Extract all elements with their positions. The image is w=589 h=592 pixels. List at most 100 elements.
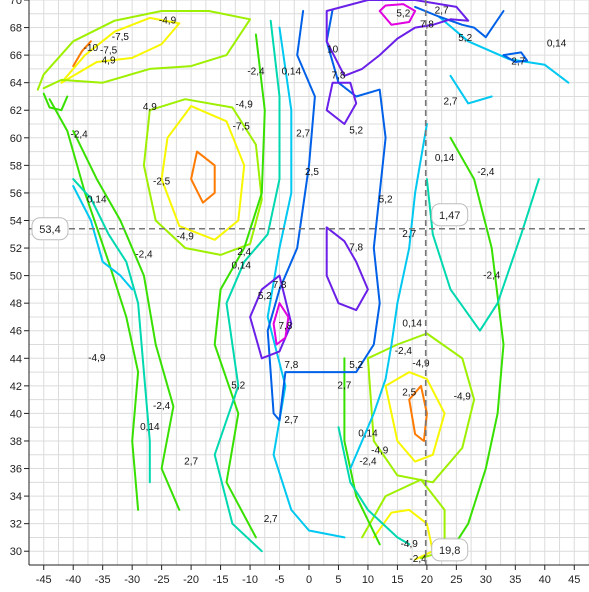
contour-line--2,4 [48,98,140,511]
y-tick-label: 60 [10,133,22,145]
contour-label: -4,9 [371,445,389,456]
x-tick-label: -45 [36,574,52,586]
contour-label: 0,14 [87,194,107,205]
x-tick-label: -35 [95,574,111,586]
contour-line-7,8 [325,0,470,77]
contour-label: 2,7 [184,456,198,467]
contour-label: -2,4 [153,401,171,412]
contour-line-0,14 [425,178,540,332]
contour-label: 0,14 [282,66,302,77]
contour-label: -7,5 [100,46,118,57]
contour-line--4,9 [36,10,252,91]
x-tick-label: -15 [213,574,229,586]
contour-line--7,5 [160,105,246,241]
contour-line--4,9 [142,98,263,256]
contour-label: -2,4 [483,270,501,281]
contour-label: 5,2 [458,33,472,44]
y-tick-label: 34 [10,491,22,503]
y-tick-label: 42 [10,381,22,393]
contour-label: 7,8 [278,321,292,332]
contour-line--10 [408,384,428,442]
y-tick-label: 40 [10,408,22,420]
y-tick-label: 70 [10,0,22,7]
contour-label: 10 [327,44,339,55]
contour-label: 0,14 [547,39,567,50]
contour-label: 7,8 [420,19,434,30]
x-tick-label: -40 [65,574,81,586]
contour-line-0,14 [72,178,151,484]
contour-line-5,2 [414,5,505,39]
contour-line-2,7 [349,123,428,470]
contour-line-2,7 [449,74,493,105]
y-tick-label: 64 [10,78,22,90]
contour-lines [36,0,570,561]
contour-label: 5,2 [379,194,393,205]
y-tick-label: 62 [10,105,22,117]
contour-label: -2,4 [395,346,413,357]
contour-line-7,8 [325,226,369,312]
contour-label: -2,4 [359,456,377,467]
crosshair-x-readout-box [431,538,469,562]
x-tick-label: -20 [183,574,199,586]
contour-label: -2,4 [135,250,153,261]
contour-line-10 [378,3,417,26]
contour-label: -4,9 [88,353,106,364]
contour-label: 2,7 [284,415,298,426]
contour-label: -7,5 [112,32,130,43]
contour-label: -2,5 [153,177,171,188]
x-tick-label: 0 [306,574,312,586]
contour-line--2,4 [449,136,505,553]
contour-line--10 [72,40,92,68]
contour-line-5,2 [266,8,387,422]
contour-label: 2,7 [444,97,458,108]
contour-line-2,7 [266,26,346,539]
contour-label: 0,14 [358,429,378,440]
contour-line--10 [190,150,216,204]
contour-label: 5,2 [231,380,245,391]
x-tick-label: 5 [335,574,341,586]
crosshair-y-readout-box [31,217,69,241]
contour-label: 5,2 [396,8,410,19]
y-tick-label: 38 [10,436,22,448]
contour-line-7,8 [325,81,358,125]
crosshair-value-readout: 1,47 [439,210,460,222]
contour-labels: -4,9-7,5-10 -7,54,9-2,4 0,14-4,9-7,54,9-2,… [70,6,566,565]
contour-line-2,7 [72,185,134,291]
y-tick-label: 44 [10,353,22,365]
contour-label: -4,9 [159,15,177,26]
contour-label: 7,8 [284,360,298,371]
contour-line-0,14 [213,19,281,553]
contour-label: -4,9 [401,539,419,550]
y-tick-label: 32 [10,519,22,531]
x-tick-label: 45 [568,574,580,586]
contour-label: 0,14 [231,261,251,272]
contour-label: -4,9 [412,358,430,369]
x-tick-label: -10 [242,574,258,586]
y-tick-label: 58 [10,160,22,172]
x-tick-label: 15 [391,574,403,586]
contour-label: 7,8 [273,280,287,291]
x-tick-label: 40 [539,574,551,586]
crosshair-x-readout: 19,8 [439,545,460,557]
contour-label: 4,9 [102,55,116,66]
contour-label: 2,7 [511,57,525,68]
contour-label: 2,7 [435,6,449,17]
contour-line-5,2 [502,51,529,63]
x-axis-ticks: -45 -40 -35 -30 -25 -20 -15 -10 -5 0 5 10 15 20 25 30 35… [36,565,580,586]
contour-line--7,5 [384,371,446,463]
y-tick-label: 68 [10,23,22,35]
y-tick-label: 52 [10,243,22,255]
x-tick-label: -25 [154,574,170,586]
grid [29,0,589,566]
x-tick-label: 10 [362,574,374,586]
contour-line--2,4 [213,33,266,539]
contour-line-7,8 [249,274,293,360]
x-tick-label: 35 [509,574,521,586]
contour-label: -2,4 [409,554,427,565]
x-tick-label: -30 [124,574,140,586]
contour-label: 0,14 [435,153,455,164]
contour-label: -2,4 [477,167,495,178]
contour-label: -4,9 [454,392,472,403]
contour-label: -4,9 [177,232,195,243]
contour-label: 2,5 [305,167,319,178]
